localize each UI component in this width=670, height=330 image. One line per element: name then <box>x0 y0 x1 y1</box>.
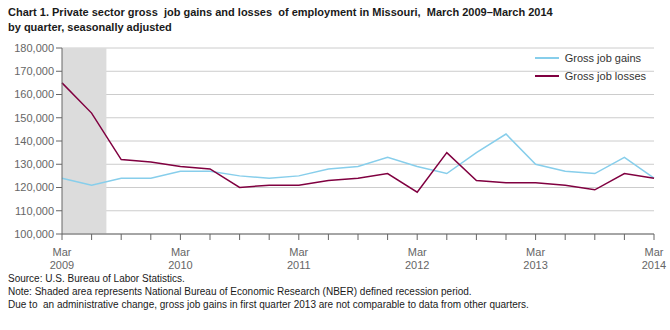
svg-text:Mar2014: Mar2014 <box>642 246 662 270</box>
svg-text:Mar2010: Mar2010 <box>168 246 192 270</box>
html-text:Chart 1. Private sector gross: Chart 1. Private sector gross job gains … <box>8 6 553 18</box>
html-text:Gross job losses: Gross job losses <box>564 70 646 82</box>
svg-text:150,000: 150,000 <box>14 112 54 124</box>
html-text:Gross job gains: Gross job gains <box>564 52 642 64</box>
svg-text:Mar2012: Mar2012 <box>405 246 429 270</box>
html-text:Due to an administrative chang: Due to an administrative change, gross j… <box>8 299 529 310</box>
svg-text:130,000: 130,000 <box>14 158 54 170</box>
svg-text:110,000: 110,000 <box>15 205 54 217</box>
svg-text:180,000: 180,000 <box>14 42 54 54</box>
svg-text:Mar2013: Mar2013 <box>523 246 547 270</box>
svg-text:170,000: 170,000 <box>14 65 54 77</box>
svg-text:100,000: 100,000 <box>14 228 54 240</box>
html-text:Source: U.S. Bureau of Labor S: Source: U.S. Bureau of Labor Statistics. <box>8 273 185 284</box>
svg-text:120,000: 120,000 <box>14 181 54 193</box>
svg-text:Mar2011: Mar2011 <box>287 246 311 270</box>
svg-text:Mar2009: Mar2009 <box>50 246 74 270</box>
svg-text:160,000: 160,000 <box>14 88 54 100</box>
html-text:by quarter, seasonally adjuste: by quarter, seasonally adjusted <box>8 21 172 33</box>
svg-text:140,000: 140,000 <box>14 135 54 147</box>
html-text:Note: Shaded area represents N: Note: Shaded area represents National Bu… <box>8 286 472 297</box>
